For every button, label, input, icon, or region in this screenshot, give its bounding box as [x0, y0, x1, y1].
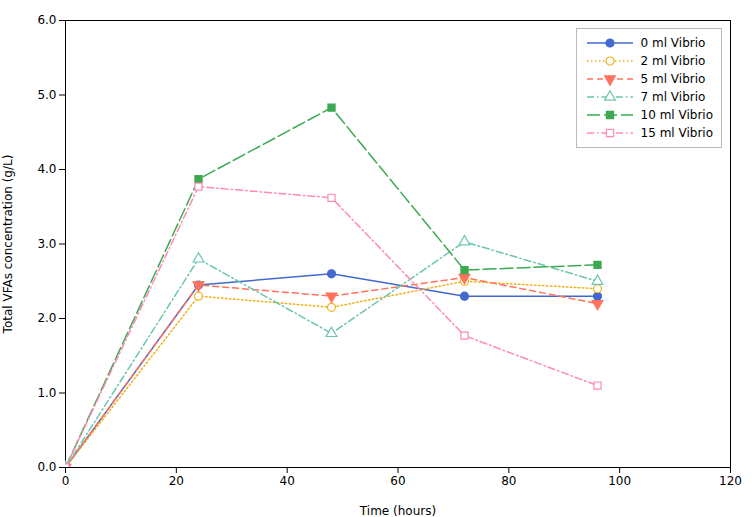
svg-text:100: 100	[608, 474, 631, 488]
svg-text:Time (hours): Time (hours)	[359, 504, 436, 517]
html-text:2 ml Vibrio: 2 ml Vibrio	[640, 54, 706, 68]
html-text:0 ml Vibrio: 0 ml Vibrio	[640, 36, 706, 50]
svg-text:6.0: 6.0	[37, 13, 56, 27]
svg-text:0: 0	[62, 474, 70, 488]
html-text:15 ml Vibrio: 15 ml Vibrio	[640, 126, 713, 140]
svg-text:4.0: 4.0	[37, 162, 56, 176]
svg-text:3.0: 3.0	[37, 237, 56, 251]
svg-text:1.0: 1.0	[37, 386, 56, 400]
svg-text:0.0: 0.0	[37, 460, 56, 474]
svg-text:40: 40	[280, 474, 295, 488]
svg-text:Total VFAs concentration (g/L): Total VFAs concentration (g/L)	[1, 155, 15, 335]
svg-text:2.0: 2.0	[37, 311, 56, 325]
svg-text:60: 60	[390, 474, 405, 488]
svg-text:20: 20	[169, 474, 184, 488]
svg-text:120: 120	[719, 474, 742, 488]
html-text:7 ml Vibrio: 7 ml Vibrio	[640, 90, 706, 104]
svg-text:80: 80	[501, 474, 516, 488]
svg-text:5.0: 5.0	[37, 88, 56, 102]
html-text:10 ml Vibrio: 10 ml Vibrio	[640, 108, 713, 122]
html-text:5 ml Vibrio: 5 ml Vibrio	[640, 72, 706, 86]
